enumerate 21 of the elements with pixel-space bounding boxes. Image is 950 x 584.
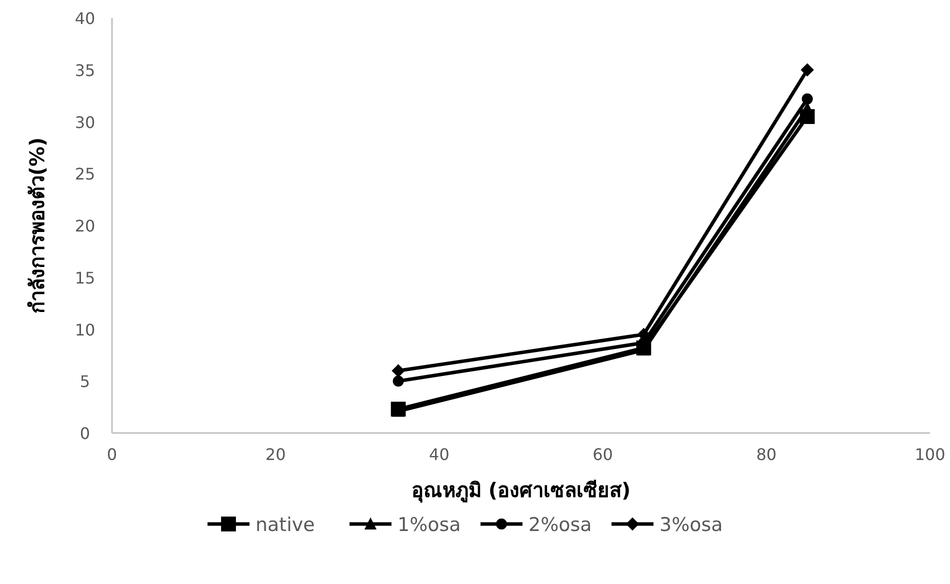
legend-label: 2%osa bbox=[528, 514, 592, 536]
y-tick-label: 15 bbox=[74, 268, 96, 288]
x-tick-label: 40 bbox=[429, 445, 450, 464]
y-tick-label: 5 bbox=[80, 372, 90, 392]
y-tick-label: 30 bbox=[74, 112, 96, 132]
x-tick-label: 80 bbox=[756, 445, 777, 464]
x-axis-title: อุณหภูมิ (องศาเซลเซียส) bbox=[411, 478, 631, 504]
x-tick-label: 60 bbox=[592, 445, 613, 464]
legend-label: 3%osa bbox=[660, 514, 723, 536]
x-tick-label: 100 bbox=[914, 445, 946, 464]
legend-label: native bbox=[256, 514, 315, 536]
x-tick-label: 0 bbox=[106, 445, 118, 464]
legend-label: 1%osa bbox=[398, 514, 461, 536]
y-tick-label: 10 bbox=[74, 320, 96, 340]
y-tick-label: 35 bbox=[74, 60, 96, 80]
y-tick-label: 40 bbox=[74, 9, 96, 28]
y-tick-label: 25 bbox=[74, 164, 96, 184]
y-axis-title: กำลังการพองตัว(%) bbox=[25, 137, 49, 314]
y-tick-label: 20 bbox=[74, 216, 96, 236]
x-tick-label: 20 bbox=[265, 445, 286, 464]
y-tick-label: 0 bbox=[80, 424, 90, 443]
